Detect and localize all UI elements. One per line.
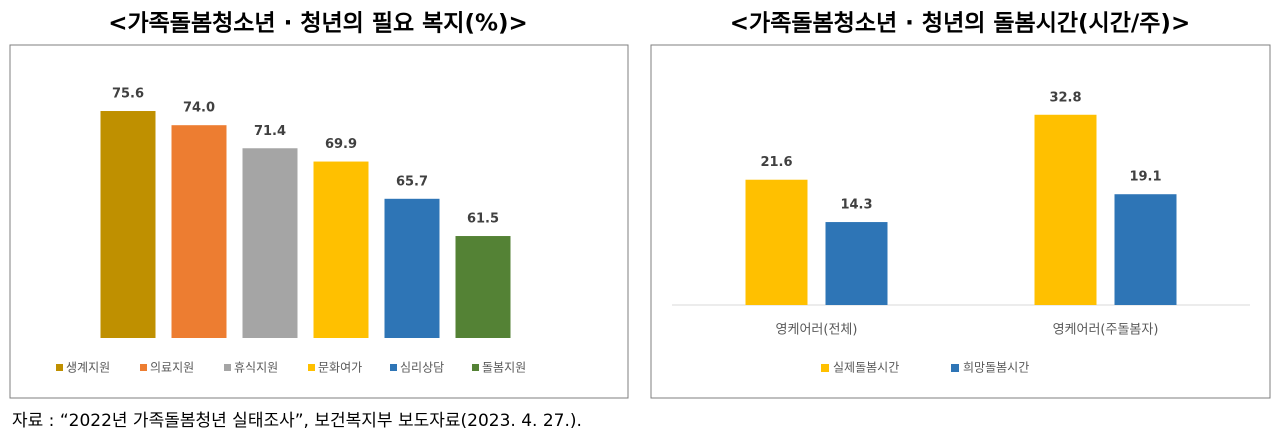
data-label: 61.5 [467, 212, 499, 227]
bar [1034, 114, 1097, 305]
bar [745, 179, 808, 305]
legend-label: 의료지원 [150, 361, 194, 375]
legend-label: 희망돌봄시간 [963, 361, 1029, 375]
x-tick-label: 영케어러(전체) [776, 323, 858, 338]
x-tick-label: 영케어러(주돌봄자) [1053, 323, 1159, 338]
legend-swatch [821, 364, 829, 372]
legend-label: 생계지원 [66, 361, 110, 375]
data-label: 21.6 [760, 155, 792, 170]
legend-label: 심리상담 [400, 361, 444, 375]
bar [313, 161, 369, 338]
data-label: 69.9 [325, 137, 357, 152]
source-note: 자료 : “2022년 가족돌봄청년 실태조사”, 보건복지부 보도자료(202… [12, 411, 582, 431]
bar [384, 198, 440, 338]
legend-swatch [224, 364, 231, 371]
legend-swatch [472, 364, 479, 371]
data-label: 75.6 [112, 87, 144, 102]
data-label: 32.8 [1049, 90, 1081, 105]
legend-label: 문화여가 [318, 361, 362, 375]
bar [171, 125, 227, 338]
bar [100, 111, 156, 338]
left-panel [9, 44, 629, 399]
data-label: 19.1 [1129, 170, 1161, 185]
data-label: 14.3 [840, 198, 872, 213]
bar [455, 236, 511, 338]
chart-title: <가족돌봄청소년 · 청년의 돌봄시간(시간/주)> [730, 11, 1190, 37]
legend-label: 휴식지원 [234, 361, 278, 375]
data-label: 71.4 [254, 124, 286, 139]
bar [825, 222, 888, 305]
legend-swatch [140, 364, 147, 371]
data-label: 65.7 [396, 174, 428, 189]
legend-swatch [308, 364, 315, 371]
legend-swatch [390, 364, 397, 371]
legend-label: 돌봄지원 [482, 361, 526, 375]
legend-swatch [56, 364, 63, 371]
legend-label: 실제돌봄시간 [833, 361, 899, 375]
bar [1114, 194, 1177, 305]
chart-title: <가족돌봄청소년 · 청년의 필요 복지(%)> [108, 11, 528, 37]
data-label: 74.0 [183, 101, 215, 116]
right-panel [650, 44, 1271, 399]
legend-swatch [951, 364, 959, 372]
bar [242, 148, 298, 338]
